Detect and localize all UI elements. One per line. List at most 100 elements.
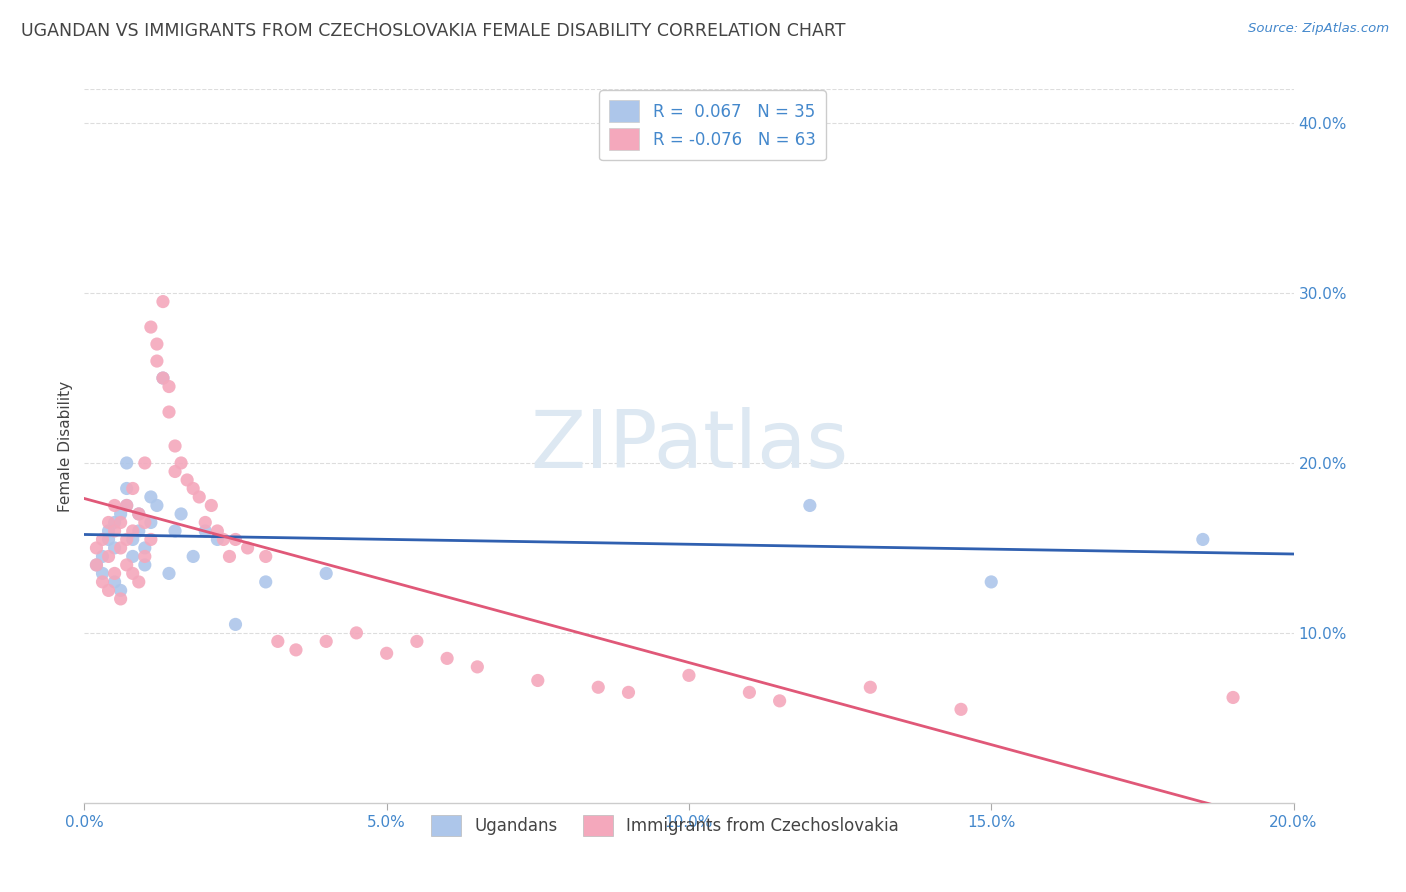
Point	[134, 549, 156, 564]
Point	[128, 524, 150, 538]
Legend: Ugandans, Immigrants from Czechoslovakia: Ugandans, Immigrants from Czechoslovakia	[423, 806, 907, 845]
Point	[97, 583, 120, 598]
Point	[236, 541, 259, 555]
Point	[104, 499, 127, 513]
Point	[146, 499, 169, 513]
Point	[128, 574, 150, 589]
Text: UGANDAN VS IMMIGRANTS FROM CZECHOSLOVAKIA FEMALE DISABILITY CORRELATION CHART: UGANDAN VS IMMIGRANTS FROM CZECHOSLOVAKI…	[21, 22, 845, 40]
Point	[104, 566, 127, 581]
Point	[170, 456, 193, 470]
Point	[139, 490, 162, 504]
Point	[406, 634, 429, 648]
Point	[86, 558, 108, 572]
Point	[859, 680, 882, 694]
Point	[146, 337, 169, 351]
Point	[104, 524, 127, 538]
Point	[194, 516, 217, 530]
Point	[121, 549, 143, 564]
Point	[254, 574, 277, 589]
Point	[267, 634, 290, 648]
Point	[134, 541, 156, 555]
Point	[218, 549, 240, 564]
Point	[104, 516, 127, 530]
Point	[146, 354, 169, 368]
Point	[207, 533, 229, 547]
Point	[157, 566, 180, 581]
Point	[467, 660, 489, 674]
Point	[121, 566, 143, 581]
Point	[165, 524, 187, 538]
Point	[225, 533, 247, 547]
Point	[104, 541, 127, 555]
Point	[188, 490, 211, 504]
Point	[181, 482, 204, 496]
Point	[678, 668, 700, 682]
Point	[980, 574, 1002, 589]
Point	[617, 685, 640, 699]
Point	[91, 574, 114, 589]
Point	[170, 507, 193, 521]
Point	[139, 516, 162, 530]
Point	[134, 558, 156, 572]
Text: Source: ZipAtlas.com: Source: ZipAtlas.com	[1249, 22, 1389, 36]
Point	[176, 473, 198, 487]
Point	[110, 516, 132, 530]
Point	[115, 499, 138, 513]
Point	[212, 533, 235, 547]
Point	[121, 482, 143, 496]
Point	[97, 524, 120, 538]
Point	[254, 549, 277, 564]
Point	[86, 558, 108, 572]
Point	[97, 533, 120, 547]
Point	[134, 516, 156, 530]
Point	[91, 533, 114, 547]
Point	[134, 456, 156, 470]
Point	[157, 379, 180, 393]
Point	[91, 566, 114, 581]
Point	[86, 541, 108, 555]
Point	[1192, 533, 1215, 547]
Point	[769, 694, 792, 708]
Point	[110, 591, 132, 606]
Point	[315, 566, 337, 581]
Point	[200, 499, 222, 513]
Point	[115, 482, 138, 496]
Point	[152, 371, 174, 385]
Point	[139, 320, 162, 334]
Point	[139, 533, 162, 547]
Point	[110, 583, 132, 598]
Point	[104, 574, 127, 589]
Point	[375, 646, 398, 660]
Point	[285, 643, 308, 657]
Point	[315, 634, 337, 648]
Point	[121, 533, 143, 547]
Text: ZIPatlas: ZIPatlas	[530, 407, 848, 485]
Point	[950, 702, 973, 716]
Point	[115, 533, 138, 547]
Point	[346, 626, 368, 640]
Point	[128, 507, 150, 521]
Point	[799, 499, 821, 513]
Y-axis label: Female Disability: Female Disability	[58, 380, 73, 512]
Point	[165, 465, 187, 479]
Point	[115, 558, 138, 572]
Point	[436, 651, 458, 665]
Point	[527, 673, 550, 688]
Point	[97, 516, 120, 530]
Point	[110, 541, 132, 555]
Point	[165, 439, 187, 453]
Point	[91, 549, 114, 564]
Point	[152, 294, 174, 309]
Point	[128, 507, 150, 521]
Point	[97, 549, 120, 564]
Point	[115, 456, 138, 470]
Point	[588, 680, 610, 694]
Point	[152, 371, 174, 385]
Point	[121, 524, 143, 538]
Point	[738, 685, 761, 699]
Point	[194, 524, 217, 538]
Point	[181, 549, 204, 564]
Point	[225, 617, 247, 632]
Point	[157, 405, 180, 419]
Point	[207, 524, 229, 538]
